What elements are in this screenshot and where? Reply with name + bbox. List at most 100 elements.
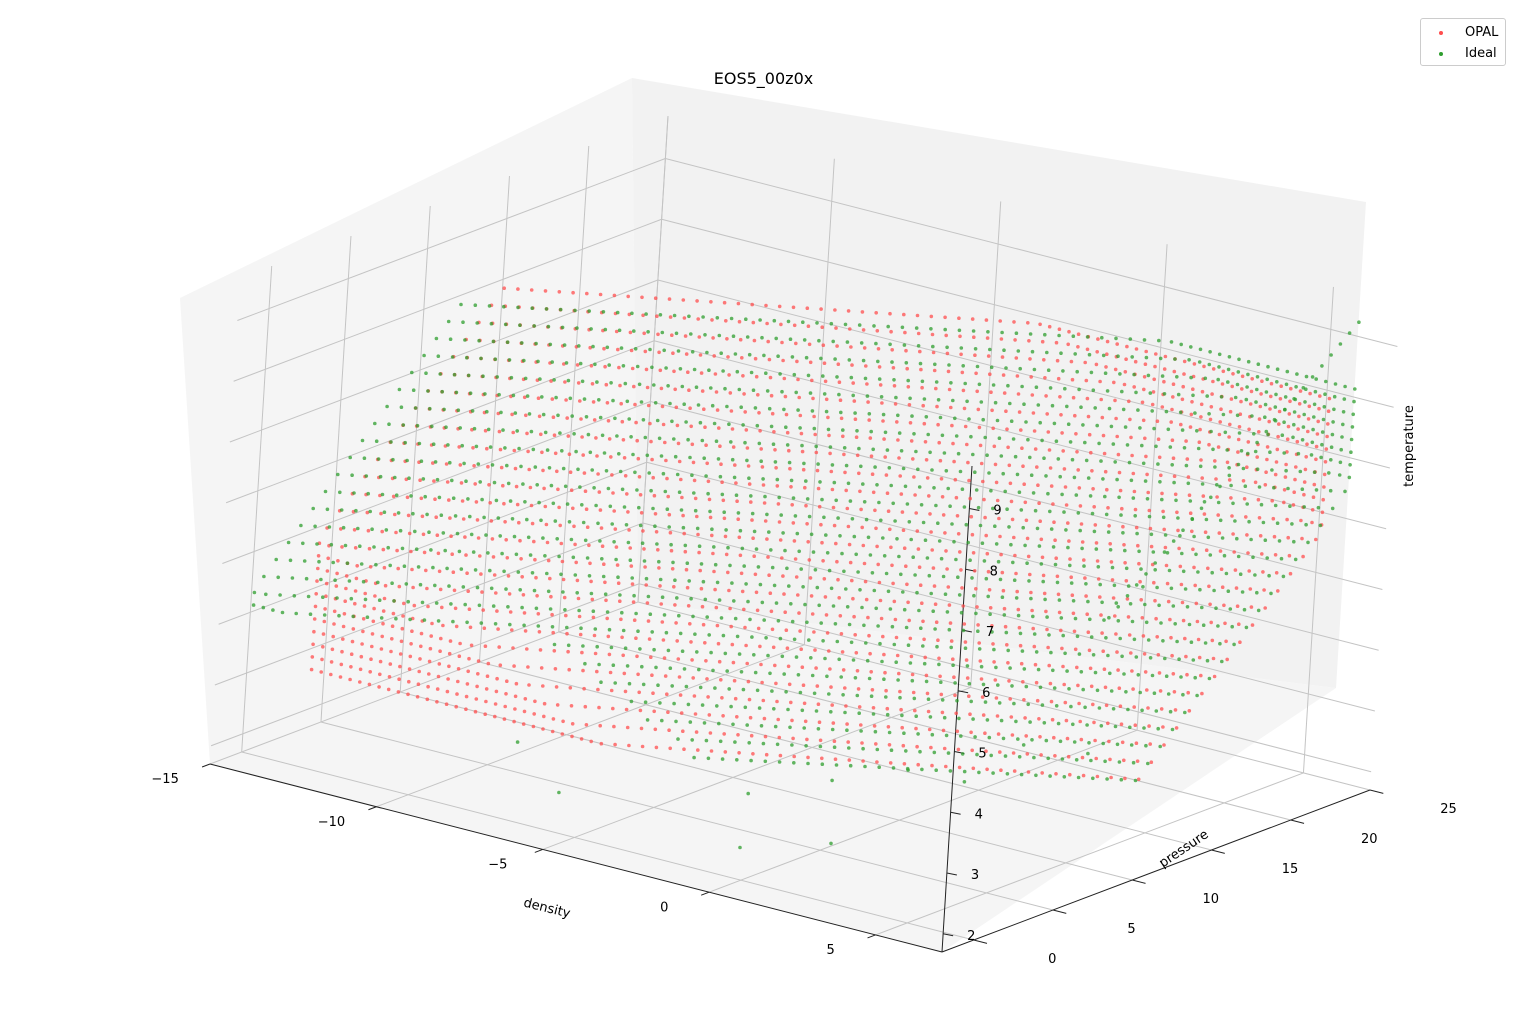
z-tick	[950, 811, 961, 815]
ideal-point	[701, 579, 706, 584]
ideal-point	[1312, 402, 1317, 407]
ideal-point	[625, 664, 630, 668]
ideal-point	[1164, 409, 1169, 414]
ideal-point	[690, 350, 695, 354]
ideal-point	[424, 371, 428, 376]
ideal-point	[705, 350, 709, 355]
opal-point	[889, 329, 893, 334]
ideal-point	[536, 624, 541, 628]
ideal-point	[509, 375, 514, 380]
ideal-point	[996, 559, 1001, 564]
ideal-point	[985, 453, 989, 458]
ideal-point	[689, 596, 693, 601]
opal-point	[890, 563, 894, 568]
ideal-point	[618, 469, 623, 474]
ideal-point	[1195, 693, 1199, 698]
ideal-point	[877, 500, 881, 505]
opal-point	[888, 527, 892, 532]
ideal-point	[663, 489, 668, 494]
ideal-point	[380, 492, 385, 497]
opal-point	[361, 617, 366, 621]
ideal-point	[1091, 653, 1096, 657]
opal-point	[1194, 601, 1199, 606]
ideal-point	[271, 608, 275, 612]
opal-point	[566, 434, 571, 438]
ideal-point	[413, 406, 418, 410]
opal-point	[1258, 534, 1263, 538]
ideal-point	[460, 443, 465, 448]
ideal-point	[1150, 409, 1154, 413]
ideal-point	[563, 608, 567, 612]
opal-point	[584, 723, 589, 727]
ideal-point	[700, 438, 705, 443]
x-tick	[201, 763, 211, 768]
opal-point	[802, 701, 807, 706]
opal-point	[737, 751, 741, 755]
ideal-point	[585, 556, 590, 560]
opal-point	[1265, 445, 1270, 449]
opal-point	[698, 353, 703, 357]
ideal-point	[675, 596, 679, 600]
opal-point	[567, 452, 572, 457]
opal-point	[1092, 505, 1096, 509]
ideal-point	[1086, 476, 1091, 480]
ideal-point	[577, 344, 581, 348]
ideal-point	[777, 495, 781, 500]
opal-point	[994, 480, 999, 485]
opal-point	[522, 611, 527, 615]
ideal-point	[468, 514, 472, 519]
opal-point	[399, 639, 404, 644]
ideal-point	[877, 377, 882, 381]
ideal-point	[950, 522, 954, 526]
opal-point	[657, 350, 661, 355]
opal-point	[662, 656, 667, 660]
ideal-point	[838, 534, 842, 538]
opal-point	[635, 438, 639, 443]
ideal-point	[1081, 423, 1085, 427]
opal-point	[863, 579, 868, 584]
ideal-point	[1040, 703, 1045, 707]
opal-point	[1056, 376, 1061, 381]
ideal-point	[873, 465, 877, 469]
opal-point	[915, 529, 920, 533]
opal-point	[820, 325, 824, 330]
opal-point	[493, 714, 497, 719]
ideal-point	[1302, 412, 1306, 417]
ideal-point	[784, 690, 788, 694]
ideal-point	[679, 508, 684, 512]
opal-point	[919, 367, 923, 372]
ideal-point	[821, 374, 825, 378]
opal-point	[1257, 417, 1262, 421]
opal-point	[1103, 685, 1108, 690]
opal-point	[852, 614, 856, 619]
ideal-point	[800, 443, 804, 448]
ideal-point	[1060, 492, 1064, 497]
ideal-point	[743, 440, 747, 445]
ideal-point	[497, 392, 501, 397]
opal-point	[705, 677, 709, 681]
opal-point	[489, 519, 494, 523]
ideal-point	[1189, 345, 1193, 349]
opal-point	[340, 649, 344, 654]
opal-point	[1018, 643, 1023, 648]
opal-point	[629, 564, 634, 568]
opal-point	[1246, 440, 1251, 444]
ideal-point	[1169, 586, 1174, 591]
opal-point	[444, 702, 449, 706]
ideal-point	[1063, 651, 1067, 656]
ideal-point	[856, 570, 860, 574]
ideal-point	[1292, 422, 1296, 427]
opal-point	[541, 684, 545, 688]
ideal-point	[940, 433, 945, 438]
ideal-point	[774, 601, 779, 605]
opal-point	[1209, 620, 1213, 625]
ideal-point	[836, 516, 840, 520]
opal-point	[667, 728, 671, 732]
opal-point	[628, 546, 632, 550]
ideal-point	[1011, 437, 1016, 441]
opal-point	[839, 416, 844, 421]
ideal-point	[1226, 367, 1231, 372]
opal-point	[607, 652, 612, 657]
opal-point	[1140, 616, 1145, 620]
ideal-point	[841, 693, 845, 697]
